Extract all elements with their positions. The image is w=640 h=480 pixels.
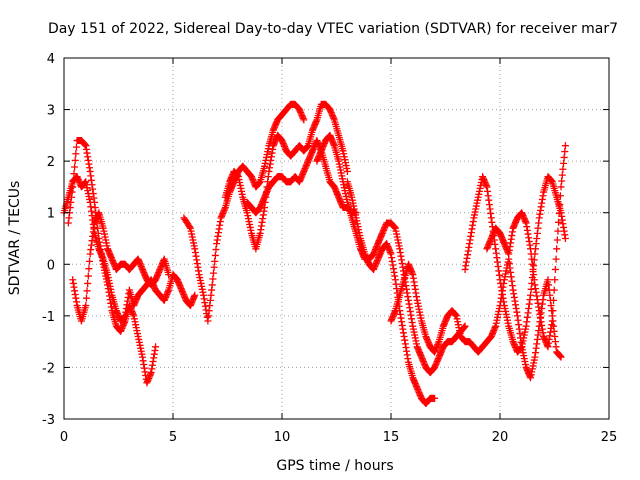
data-point xyxy=(208,281,216,289)
data-point xyxy=(556,201,564,209)
data-point xyxy=(212,246,220,254)
y-tick-label: -3 xyxy=(42,413,55,428)
data-point xyxy=(85,265,93,273)
chart-title: Day 151 of 2022, Sidereal Day-to-day VTE… xyxy=(48,21,618,37)
x-tick-label: 25 xyxy=(601,430,618,445)
data-point xyxy=(300,116,308,124)
data-point xyxy=(209,275,217,283)
axis-ticks: 0 5 10 15 20 25 -3 -2 -1 0 1 2 3 4 xyxy=(42,52,617,445)
data-point xyxy=(86,257,94,265)
data-point xyxy=(431,394,439,402)
data-point xyxy=(554,227,562,235)
data-point xyxy=(561,142,569,150)
data-point xyxy=(211,251,219,259)
data-point xyxy=(555,218,563,226)
x-tick-label: 20 xyxy=(492,430,509,445)
y-axis-label: SDTVAR / TECUs xyxy=(7,181,23,296)
data-point xyxy=(550,286,558,294)
data-point xyxy=(561,235,569,242)
x-axis-label: GPS time / hours xyxy=(276,458,393,474)
series-satellite-track-11 xyxy=(457,255,565,382)
data-point xyxy=(551,276,559,284)
data-point xyxy=(72,150,80,158)
x-tick-label: 10 xyxy=(274,430,291,445)
data-point xyxy=(557,353,565,361)
y-tick-label: 2 xyxy=(47,155,55,170)
data-point xyxy=(82,294,90,302)
x-tick-label: 5 xyxy=(169,430,177,445)
data-point xyxy=(558,177,566,185)
data-point xyxy=(558,171,566,179)
data-point xyxy=(191,291,199,299)
data-point xyxy=(69,176,77,184)
y-tick-label: 4 xyxy=(47,52,55,67)
data-point xyxy=(71,163,79,171)
data-point xyxy=(461,322,469,330)
data-point xyxy=(549,307,557,315)
series-satellite-track-3 xyxy=(69,209,173,325)
series-satellite-track-8 xyxy=(343,178,439,408)
x-tick-label: 15 xyxy=(383,430,400,445)
data-points xyxy=(60,100,569,408)
data-point xyxy=(548,317,556,325)
data-point xyxy=(551,265,559,273)
data-point xyxy=(83,287,91,295)
data-point xyxy=(553,245,561,253)
data-point xyxy=(82,302,90,310)
y-tick-label: 1 xyxy=(47,207,55,222)
y-tick-label: 3 xyxy=(47,104,55,119)
data-point xyxy=(70,170,78,178)
data-point xyxy=(211,257,219,265)
data-point xyxy=(186,223,194,231)
data-point xyxy=(152,343,160,351)
series-satellite-track-2 xyxy=(64,137,160,387)
data-point xyxy=(560,159,568,167)
data-point xyxy=(84,279,92,287)
series-satellite-track-7 xyxy=(313,131,469,377)
data-point xyxy=(556,192,564,200)
data-point xyxy=(71,156,79,164)
data-point xyxy=(527,285,535,293)
plot-frame xyxy=(63,57,610,420)
data-point xyxy=(557,183,565,191)
data-point xyxy=(561,148,569,156)
data-point xyxy=(84,272,92,280)
series-satellite-track-1 xyxy=(60,173,199,325)
x-tick-label: 0 xyxy=(60,430,68,445)
y-tick-label: 0 xyxy=(47,258,55,273)
data-point xyxy=(210,263,218,271)
data-point xyxy=(560,153,568,161)
series-satellite-track-12 xyxy=(483,142,569,351)
data-point xyxy=(553,236,561,244)
data-point xyxy=(72,143,80,151)
y-tick-label: -1 xyxy=(42,310,55,325)
data-point xyxy=(527,291,535,299)
data-point xyxy=(528,279,536,287)
series-satellite-track-5 xyxy=(221,100,351,253)
series-satellite-track-9 xyxy=(387,260,465,356)
data-point xyxy=(165,271,173,279)
data-point xyxy=(550,296,558,304)
data-point xyxy=(559,165,567,173)
data-point xyxy=(343,167,351,175)
data-point xyxy=(69,183,77,191)
data-point xyxy=(209,269,217,277)
data-point xyxy=(555,209,563,217)
y-tick-label: -2 xyxy=(42,361,55,376)
data-point xyxy=(552,255,560,263)
